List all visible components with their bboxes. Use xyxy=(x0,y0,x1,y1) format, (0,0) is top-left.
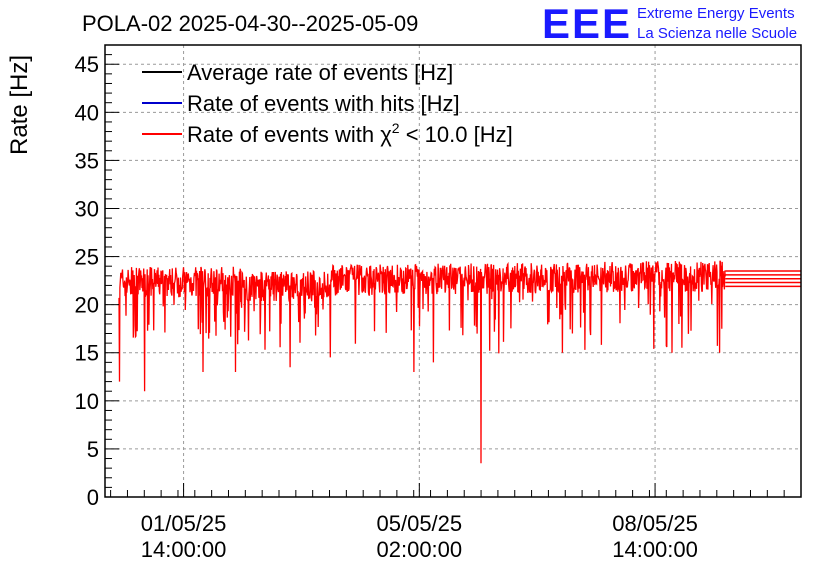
legend-label-chi2: Rate of events with χ2 < 10.0 [Hz] xyxy=(187,120,513,147)
chi-exponent: 2 xyxy=(392,120,400,136)
legend-label-average: Average rate of events [Hz] xyxy=(187,60,453,85)
y-tick-label: 30 xyxy=(75,196,99,221)
axes: 05101520253035404501/05/2514:00:0005/05/… xyxy=(75,44,802,562)
x-tick-time: 02:00:00 xyxy=(377,537,463,562)
chart-title: POLA-02 2025-04-30--2025-05-09 xyxy=(82,11,418,36)
legend-label-hits: Rate of events with hits [Hz] xyxy=(187,91,460,116)
plot-frame xyxy=(104,44,802,498)
x-tick-date: 05/05/25 xyxy=(377,511,463,536)
y-tick-label: 5 xyxy=(87,437,99,462)
y-tick-label: 45 xyxy=(75,52,99,77)
legend: Average rate of events [Hz] Rate of even… xyxy=(142,60,513,147)
y-tick-label: 0 xyxy=(87,485,99,510)
y-tick-label: 25 xyxy=(75,245,99,270)
y-tick-label: 20 xyxy=(75,293,99,318)
y-tick-label: 15 xyxy=(75,341,99,366)
eee-logo-line1: Extreme Energy Events xyxy=(637,5,795,22)
chi-symbol: χ xyxy=(380,122,392,147)
y-tick-label: 10 xyxy=(75,389,99,414)
x-tick-date: 08/05/25 xyxy=(612,511,698,536)
x-tick-time: 14:00:00 xyxy=(141,537,227,562)
eee-logo-mark: EEE xyxy=(542,0,632,47)
y-axis-label: Rate [Hz] xyxy=(6,55,33,155)
series-line-chi2 xyxy=(118,260,726,464)
x-tick-time: 14:00:00 xyxy=(612,537,698,562)
x-tick-date: 01/05/25 xyxy=(141,511,227,536)
grid xyxy=(105,45,801,497)
y-tick-label: 35 xyxy=(75,148,99,173)
series-layer xyxy=(118,260,801,464)
eee-logo-line2: La Scienza nelle Scuole xyxy=(637,25,797,42)
eee-logo: EEE Extreme Energy Events La Scienza nel… xyxy=(542,0,797,47)
y-tick-label: 40 xyxy=(75,100,99,125)
legend-label-chi2-suffix: < 10.0 [Hz] xyxy=(400,122,513,147)
legend-label-chi2-prefix: Rate of events with xyxy=(187,122,374,147)
